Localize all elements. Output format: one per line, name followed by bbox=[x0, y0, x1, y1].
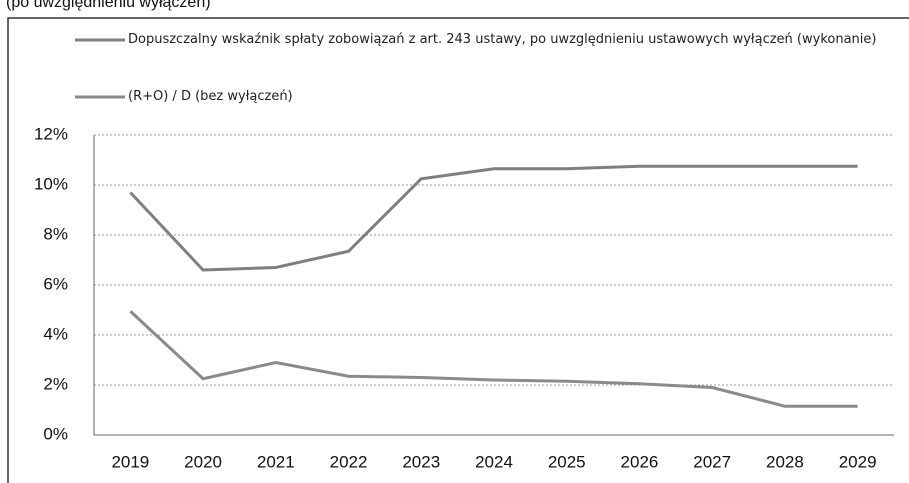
x-tick-label: 2025 bbox=[548, 452, 586, 471]
x-tick-label: 2020 bbox=[184, 452, 222, 471]
x-tick-label: 2021 bbox=[257, 452, 295, 471]
x-tick-label: 2024 bbox=[475, 452, 513, 471]
x-tick-label: 2029 bbox=[839, 452, 877, 471]
x-tick-label: 2019 bbox=[111, 452, 149, 471]
chart-border bbox=[7, 17, 909, 483]
x-tick-label: 2022 bbox=[330, 452, 368, 471]
y-tick-label: 6% bbox=[43, 274, 68, 293]
legend-label: (R+O) / D (bez wyłączeń) bbox=[128, 89, 293, 104]
y-tick-label: 8% bbox=[43, 224, 68, 243]
y-tick-label: 2% bbox=[43, 374, 68, 393]
x-tick-label: 2023 bbox=[402, 452, 440, 471]
y-tick-label: 0% bbox=[43, 424, 68, 443]
x-tick-label: 2026 bbox=[621, 452, 659, 471]
chart-title: (po uwzględnieniu wyłączeń) bbox=[6, 0, 211, 11]
x-tick-label: 2027 bbox=[693, 452, 731, 471]
series-line bbox=[129, 310, 858, 408]
series-line bbox=[129, 164, 858, 272]
y-tick-label: 12% bbox=[34, 124, 68, 143]
legend-label: Dopuszczalny wskaźnik spłaty zobowiązań … bbox=[128, 32, 877, 47]
y-tick-label: 4% bbox=[43, 324, 68, 343]
x-tick-label: 2028 bbox=[766, 452, 804, 471]
y-tick-label: 10% bbox=[34, 174, 68, 193]
